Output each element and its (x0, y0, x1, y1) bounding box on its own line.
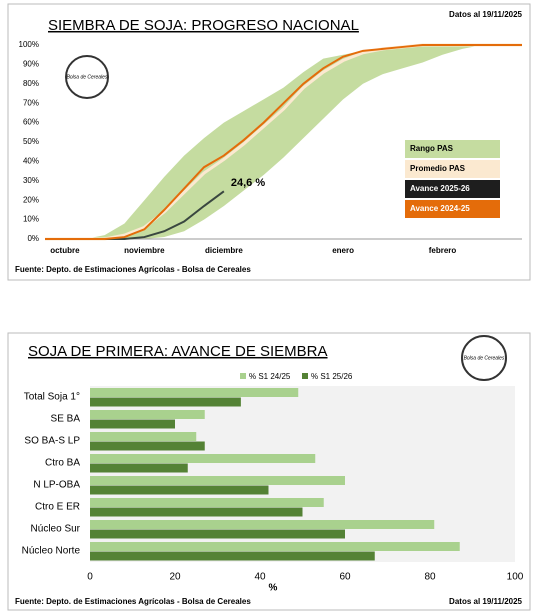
x-tick-label: 20 (169, 572, 181, 583)
bar (90, 520, 435, 529)
bar (90, 432, 197, 441)
y-tick-label: SO BA-S LP (24, 436, 80, 447)
logo-text: Bolsa de Cereales (67, 74, 108, 80)
y-tick-label: 60% (23, 118, 39, 127)
legend-label: Rango PAS (410, 144, 454, 153)
y-tick-label: 10% (23, 215, 39, 224)
x-tick-label: 60 (339, 572, 351, 583)
bar (90, 485, 269, 495)
source: Fuente: Depto. de Estimaciones Agrícolas… (15, 597, 251, 606)
annotation: 24,6 % (231, 177, 265, 189)
y-tick-label: Ctro E ER (35, 502, 80, 513)
x-tick-label: 80 (424, 572, 436, 583)
series-line (45, 44, 522, 240)
bar (90, 498, 324, 507)
bar (90, 441, 205, 451)
logo-text: Bolsa de Cereales (464, 355, 505, 361)
source: Fuente: Depto. de Estimaciones Agrícolas… (15, 265, 251, 274)
y-tick-label: 100% (19, 40, 39, 49)
chart-title: SOJA DE PRIMERA: AVANCE DE SIEMBRA (28, 343, 328, 360)
legend-label: Promedio PAS (410, 164, 466, 173)
bar (90, 529, 345, 539)
x-tick-label: febrero (429, 246, 457, 255)
bar (90, 476, 345, 485)
y-tick-label: 0% (27, 234, 39, 243)
x-tick-label: 100 (507, 572, 524, 583)
bar (90, 551, 375, 561)
bar (90, 397, 241, 407)
y-tick-label: 90% (23, 60, 39, 69)
bar (90, 410, 205, 419)
bar (90, 507, 303, 517)
y-tick-label: 70% (23, 98, 39, 107)
bar (90, 542, 460, 551)
y-tick-label: N LP-OBA (33, 480, 80, 491)
y-tick-label: Total Soja 1° (24, 392, 80, 403)
x-axis-label: % (269, 583, 278, 594)
chart-title: SIEMBRA DE SOJA: PROGRESO NACIONAL (48, 17, 359, 34)
y-tick-label: Núcleo Norte (22, 546, 81, 557)
x-tick-label: diciembre (205, 246, 243, 255)
legend-swatch (240, 373, 246, 379)
date-note: Datos al 19/11/2025 (449, 597, 522, 606)
y-tick-label: 40% (23, 157, 39, 166)
y-tick-label: 80% (23, 79, 39, 88)
bar (90, 463, 188, 473)
date-note: Datos al 19/11/2025 (449, 10, 522, 19)
legend-label: Avance 2024-25 (410, 204, 470, 213)
legend-label: % S1 24/25 (249, 372, 291, 381)
x-tick-label: enero (332, 246, 354, 255)
x-tick-label: 40 (254, 572, 266, 583)
bar (90, 454, 316, 463)
y-tick-label: 20% (23, 195, 39, 204)
y-tick-label: SE BA (51, 414, 81, 425)
range-band (45, 45, 522, 239)
y-tick-label: 30% (23, 176, 39, 185)
x-tick-label: noviembre (124, 246, 165, 255)
legend-swatch (405, 180, 500, 198)
bar (90, 388, 299, 397)
bar (90, 419, 175, 429)
y-tick-label: Ctro BA (45, 458, 80, 469)
legend-swatch (302, 373, 308, 379)
x-tick-label: octubre (50, 246, 80, 255)
legend-swatch (405, 160, 500, 178)
legend-label: Avance 2025-26 (410, 184, 470, 193)
logo (65, 55, 109, 99)
legend-swatch (405, 140, 500, 158)
y-tick-label: 50% (23, 137, 39, 146)
legend-label: % S1 25/26 (311, 372, 353, 381)
x-tick-label: 0 (87, 572, 93, 583)
logo (461, 335, 507, 381)
y-tick-label: Núcleo Sur (31, 524, 81, 535)
legend-swatch (405, 200, 500, 218)
